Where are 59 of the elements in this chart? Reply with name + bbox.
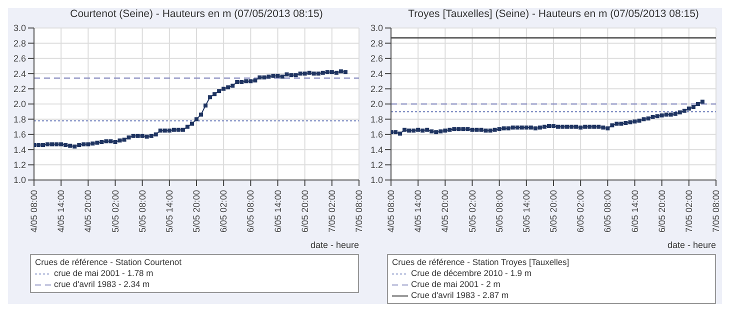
x-tick-label: 6/05 20:00: [300, 190, 310, 233]
x-tick-label: 7/05 02:00: [684, 190, 694, 233]
y-tick-label: 1.0: [13, 175, 26, 186]
x-tick-label: 4/05 20:00: [83, 190, 94, 233]
x-tick-label: 6/05 02:00: [218, 190, 229, 233]
y-tick-label: 2.6: [13, 54, 26, 64]
x-tick-label: 6/05 08:00: [602, 190, 613, 233]
y-tick-label: 1.8: [13, 114, 26, 124]
x-tick-label: 5/05 08:00: [494, 190, 504, 233]
y-tick-label: 3.0: [13, 23, 26, 34]
x-tick-label: 5/05 02:00: [110, 190, 120, 233]
x-tick-label: 7/05 02:00: [326, 190, 337, 233]
x-tick-label: 4/05 08:00: [29, 190, 39, 233]
x-axis-title: date - heure: [666, 240, 717, 250]
y-tick-label: 2.6: [370, 54, 383, 64]
y-tick-label: 1.6: [13, 130, 26, 140]
y-tick-label: 1.0: [370, 175, 383, 186]
y-tick-label: 1.4: [13, 144, 26, 155]
legend-title: Crues de référence - Station Courtenot: [35, 257, 182, 268]
x-tick-label: 7/05 08:00: [354, 190, 364, 233]
x-tick-label: 4/05 08:00: [386, 190, 396, 233]
y-tick-label: 2.2: [370, 84, 383, 94]
x-tick-label: 7/05 08:00: [711, 190, 721, 233]
y-tick-label: 2.4: [13, 68, 26, 79]
x-tick-label: 6/05 14:00: [630, 190, 640, 233]
x-tick-label: 4/05 20:00: [440, 190, 450, 233]
x-tick-label: 4/05 14:00: [413, 190, 424, 233]
y-tick-label: 1.6: [370, 130, 383, 140]
y-tick-label: 2.4: [370, 68, 383, 79]
x-tick-label: 5/05 02:00: [467, 190, 478, 233]
chart-title: Courtenot (Seine) - Hauteurs en m (07/05/2013 08:15): [69, 8, 324, 22]
x-tick-label: 5/05 14:00: [164, 190, 174, 233]
y-tick-label: 3.0: [370, 23, 383, 34]
x-tick-label: 5/05 08:00: [137, 190, 148, 233]
x-tick-label: 6/05 02:00: [576, 190, 586, 233]
legend-label: Crue de décembre 2010 - 1.9 m: [411, 268, 532, 279]
chart-title: Troyes [Tauxelles] (Seine) - Hauteurs en m (07/05/2013 08:15): [407, 8, 700, 22]
y-tick-label: 2.2: [13, 84, 26, 94]
y-tick-label: 1.8: [370, 114, 383, 124]
y-tick-label: 2.8: [13, 38, 26, 48]
x-tick-label: 5/05 20:00: [548, 190, 558, 233]
x-tick-label: 6/05 08:00: [246, 190, 256, 233]
x-tick-label: 6/05 20:00: [656, 190, 667, 233]
legend-label: crue d'avril 1983 - 2.34 m: [54, 279, 150, 290]
x-tick-label: 6/05 14:00: [272, 190, 283, 233]
x-tick-label: 5/05 14:00: [521, 190, 532, 233]
y-tick-label: 1.2: [370, 160, 383, 170]
x-axis-title: date - heure: [309, 240, 360, 250]
x-tick-label: 5/05 20:00: [192, 190, 202, 233]
y-tick-label: 2.0: [13, 99, 26, 110]
legend-title: Crues de référence - Station Troyes [Tauxelles]: [392, 257, 570, 268]
legend-label: Crue d'avril 1983 - 2.87 m: [411, 290, 509, 301]
legend-label: Crue de mai 2001 - 2 m: [411, 279, 500, 290]
y-tick-label: 1.4: [370, 144, 383, 155]
y-tick-label: 2.8: [370, 38, 383, 48]
y-tick-label: 2.0: [370, 99, 383, 110]
y-tick-label: 1.2: [13, 160, 26, 170]
legend-label: crue de mai 2001 - 1.78 m: [54, 268, 154, 279]
x-tick-label: 4/05 14:00: [56, 190, 66, 233]
